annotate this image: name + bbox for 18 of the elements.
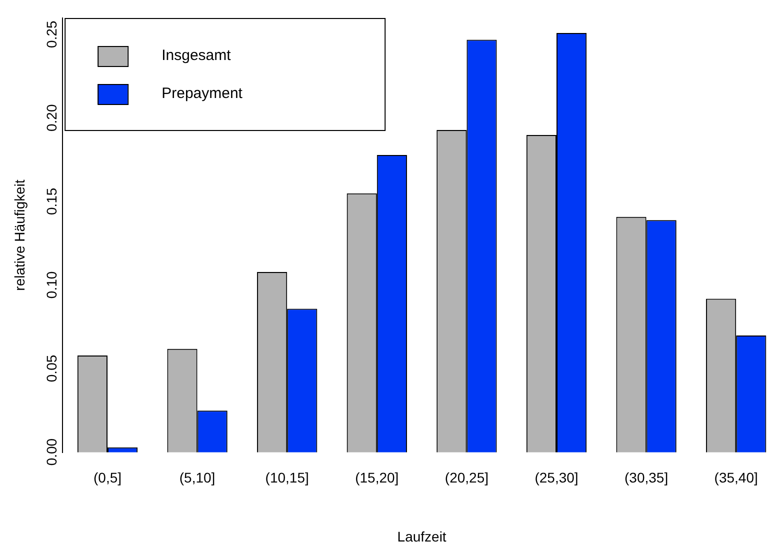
x-tick-label: (25,30] — [534, 470, 578, 486]
x-tick-label: (5,10] — [179, 470, 216, 486]
legend-label: Prepayment — [162, 85, 244, 102]
x-tick-label: (20,25] — [444, 470, 488, 486]
x-tick-label: (15,20] — [355, 470, 399, 486]
x-tick-label: (30,35] — [624, 470, 668, 486]
y-tick-label: 0.25 — [43, 20, 60, 48]
y-tick-label: 0.05 — [43, 354, 60, 382]
x-tick-label: (0,5] — [93, 470, 122, 486]
x-axis-title: Laufzeit — [397, 528, 446, 544]
y-tick-label: 0.15 — [43, 188, 60, 216]
x-tick-label: (10,15] — [265, 470, 309, 486]
y-tick-label: 0.20 — [43, 104, 60, 132]
legend-label: Insgesamt — [162, 47, 232, 64]
y-tick-label: 0.00 — [43, 438, 60, 466]
x-tick-label: (35,40] — [714, 470, 758, 486]
y-tick-label: 0.10 — [43, 271, 60, 299]
y-axis-title: relative Häufigkeit — [11, 179, 28, 291]
